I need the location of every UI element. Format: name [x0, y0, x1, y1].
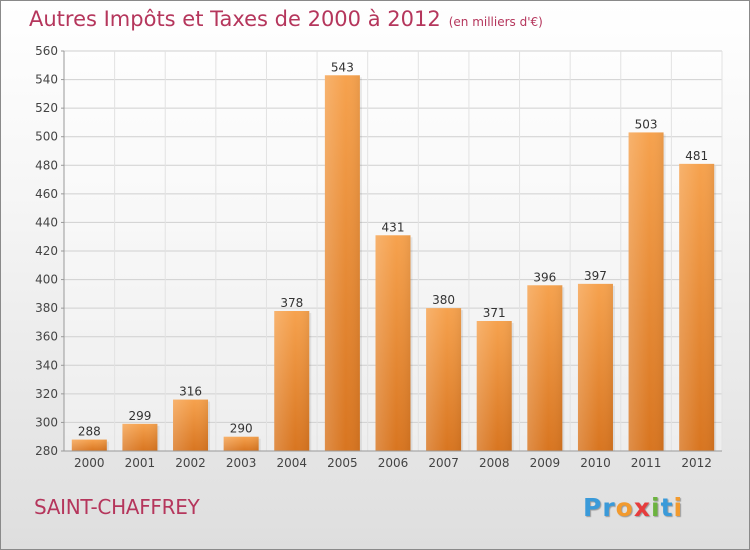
brand-letter: i — [651, 493, 661, 522]
bar-highlight — [324, 75, 360, 452]
bar-value-label: 481 — [685, 149, 708, 163]
brand-letter: r — [602, 493, 616, 522]
y-tick-label: 360 — [35, 330, 58, 344]
y-tick-label: 460 — [35, 187, 58, 201]
y-tick-label: 320 — [35, 387, 58, 401]
y-tick-label: 380 — [35, 301, 58, 315]
y-tick-label: 420 — [35, 244, 58, 258]
x-tick-label: 2004 — [276, 456, 307, 470]
bar-highlight — [122, 423, 158, 451]
y-tick-label: 520 — [35, 101, 58, 115]
bar-value-label: 371 — [483, 306, 506, 320]
bar-highlight — [426, 308, 462, 451]
x-tick-label: 2000 — [74, 456, 105, 470]
axes — [61, 50, 722, 452]
commune-name: SAINT-CHAFFREY — [34, 495, 200, 519]
x-tick-label: 2008 — [479, 456, 510, 470]
brand-letter: i — [673, 493, 684, 522]
x-tick-label: 2001 — [125, 456, 156, 470]
bar-highlight — [71, 439, 107, 451]
bar-value-label: 378 — [280, 296, 303, 310]
chart-title: Autres Impôts et Taxes de 2000 à 2012 (en… — [29, 7, 543, 31]
brand-letter: P — [583, 493, 603, 522]
bar-value-label: 380 — [432, 293, 455, 307]
y-tick-label: 500 — [35, 130, 58, 144]
x-tick-label: 2003 — [226, 456, 257, 470]
bar-value-label: 316 — [179, 385, 202, 399]
bar-highlight — [173, 399, 209, 451]
y-tick-label: 340 — [35, 358, 58, 372]
bar-highlight — [223, 436, 259, 451]
y-tick-label: 300 — [35, 415, 58, 429]
x-tick-label: 2005 — [327, 456, 358, 470]
bar-value-label: 299 — [128, 409, 151, 423]
bar-value-label: 396 — [533, 270, 556, 284]
bar-value-label: 503 — [635, 117, 658, 131]
bar-value-label: 543 — [331, 60, 354, 74]
x-tick-label: 2002 — [175, 456, 206, 470]
y-tick-label: 440 — [35, 215, 58, 229]
y-tick-label: 560 — [35, 44, 58, 58]
bar-value-label: 431 — [382, 220, 405, 234]
chart-title-text: Autres Impôts et Taxes de 2000 à 2012 — [29, 7, 441, 31]
x-tick-label: 2012 — [681, 456, 712, 470]
bar-highlight — [375, 235, 411, 451]
bar-value-label: 288 — [78, 425, 101, 439]
y-tick-label: 540 — [35, 73, 58, 87]
brand-letter: o — [615, 493, 634, 522]
y-tick-label: 400 — [35, 273, 58, 287]
bars — [71, 75, 717, 452]
x-tick-label: 2011 — [631, 456, 662, 470]
bar-highlight — [628, 132, 664, 451]
y-tick-label: 280 — [35, 444, 58, 458]
x-tick-label: 2007 — [428, 456, 459, 470]
x-tick-label: 2010 — [580, 456, 611, 470]
x-tick-label: 2006 — [378, 456, 409, 470]
chart-subtitle: (en milliers d'€) — [448, 15, 543, 29]
bar-highlight — [577, 283, 613, 451]
bar-highlight — [679, 163, 715, 451]
bar-value-label: 397 — [584, 269, 607, 283]
bar-value-label: 290 — [230, 422, 253, 436]
bar-highlight — [476, 321, 512, 451]
brand-letter: t — [660, 493, 674, 522]
brand-letter: x — [633, 493, 651, 522]
y-tick-label: 480 — [35, 158, 58, 172]
bar-highlight — [527, 285, 563, 451]
bar-highlight — [274, 311, 310, 451]
labels: 280 300 320 340 360 380 400 420 440 460 480 500 520 5… — [35, 44, 712, 470]
brand-logo: Proxiti — [583, 493, 683, 522]
x-tick-label: 2009 — [530, 456, 561, 470]
